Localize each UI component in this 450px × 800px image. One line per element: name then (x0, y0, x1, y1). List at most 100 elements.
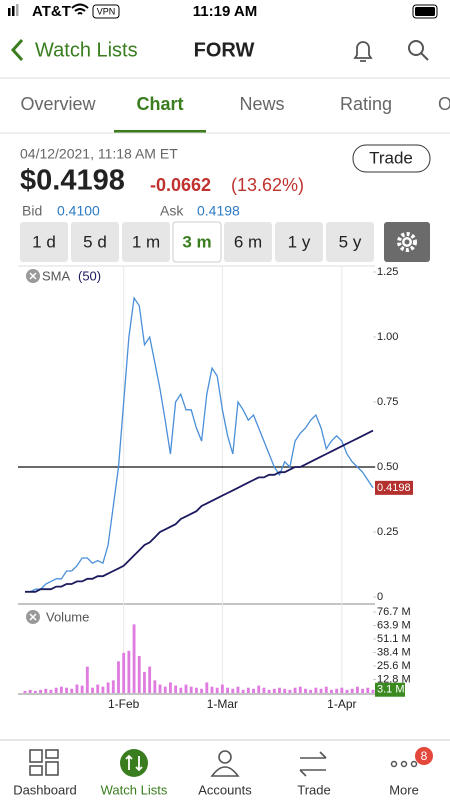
last-price-box (375, 480, 413, 495)
range-button[interactable] (326, 222, 374, 262)
range-button[interactable] (275, 222, 323, 262)
volume-bar (246, 687, 250, 693)
search-icon[interactable] (408, 40, 424, 56)
volume-bar (54, 687, 58, 693)
accounts-icon (210, 750, 240, 777)
tab[interactable]: Rating (340, 94, 392, 114)
y-tick-label: 0.25 (377, 526, 398, 538)
range-button[interactable] (172, 221, 222, 263)
y-tick-label: 0 (377, 591, 383, 603)
back-arrow[interactable] (10, 38, 24, 62)
volume-bar (194, 687, 198, 693)
signal (8, 8, 11, 16)
bottom-nav-label[interactable]: Accounts (198, 782, 252, 797)
quote-change: -0.0662 (150, 175, 211, 195)
vpn-box (92, 4, 120, 19)
range-button[interactable] (224, 222, 272, 262)
volume-bar (96, 684, 100, 693)
vpn: VPN (97, 6, 116, 16)
bid-label: Bid (22, 203, 42, 219)
y-tick-label: 1.00 (377, 331, 398, 343)
charts: 1-Feb 1-Mar 1-Apr 0 0.25 0.50 0.75 1.00 1.25 0.41… (18, 265, 413, 711)
range-button-label[interactable]: 3 m (182, 232, 211, 251)
volume-bar (226, 687, 229, 693)
bottom-nav-label[interactable]: More (389, 782, 419, 797)
bottom-nav-label[interactable]: Dashboard (13, 782, 77, 797)
volume-bar (174, 685, 178, 693)
nav-title: FORW (194, 39, 255, 61)
battery-level (415, 7, 435, 16)
range-button-label[interactable]: 1 d (32, 232, 56, 251)
range-button[interactable] (71, 222, 119, 262)
y-tick-label: 25.6 M (377, 660, 411, 672)
volume-bar (143, 671, 146, 693)
volume-bar (330, 689, 333, 693)
back-button[interactable]: Watch Lists (35, 39, 138, 61)
tab[interactable]: Chart (136, 94, 183, 114)
volume-bar (272, 688, 276, 693)
volume-bar (132, 624, 136, 693)
range-button-label[interactable]: 5 d (83, 232, 107, 251)
range-button-label[interactable]: 1 m (132, 232, 160, 251)
volume-bar (267, 689, 271, 693)
y-tick-label: 76.7 M (377, 606, 411, 618)
y-tick-label: 63.9 M (377, 619, 411, 631)
x-tick-label: 1-Apr (327, 697, 356, 711)
volume-bar (304, 688, 307, 693)
volume-bar (314, 687, 318, 693)
volume-bar (70, 688, 74, 693)
volume-bar (80, 685, 84, 693)
legend-label: SMA (42, 268, 71, 283)
volume-bar (293, 687, 297, 693)
trade-button[interactable] (352, 144, 431, 173)
quote-datetime: 04/12/2021, 11:18 AM ET (20, 146, 178, 162)
carrier: AT&T (32, 3, 71, 20)
range-button-label[interactable]: 1 y (288, 232, 311, 251)
volume-bar (153, 680, 157, 693)
badge-count: 8 (421, 749, 428, 763)
volume-bar (65, 687, 68, 693)
range-button[interactable] (20, 222, 68, 262)
volume-bar (309, 689, 313, 693)
volume-bar (117, 661, 120, 693)
volume-bar (184, 684, 188, 693)
remove-icon-x (29, 613, 37, 621)
volume-bar (189, 686, 193, 693)
volume-bar (335, 688, 339, 693)
quote-price: $0.4198 (20, 165, 125, 197)
volume-bar (210, 686, 214, 693)
volume-bar (163, 686, 167, 693)
volume-bar (122, 652, 126, 693)
remove-icon-x (29, 272, 37, 280)
time: 11:19 AM (193, 3, 257, 20)
legend-period: (50) (78, 268, 101, 283)
chart-title: Volume (46, 609, 89, 624)
volume-bar (49, 689, 53, 693)
tab[interactable]: News (239, 94, 284, 114)
trade-button-label[interactable]: Trade (369, 148, 413, 167)
volume-bar (127, 650, 131, 693)
volume-bar (231, 688, 235, 693)
volume-bar (340, 687, 344, 693)
volume-bar (28, 689, 32, 693)
bell-icon[interactable] (353, 41, 373, 62)
badge (415, 747, 433, 765)
bottom-nav-label[interactable]: Watch Lists (101, 782, 168, 797)
volume-bar (23, 690, 27, 693)
series-line (25, 296, 374, 593)
range-button[interactable] (122, 222, 170, 262)
volume-bar (39, 689, 43, 693)
volume-bar (355, 686, 359, 693)
volume-bar (33, 690, 37, 693)
volume-bar (350, 688, 354, 693)
volume-bar (200, 688, 204, 693)
range-button-label[interactable]: 5 y (339, 232, 362, 251)
tab[interactable]: Overview (20, 94, 96, 114)
volume-bar (324, 686, 328, 693)
x-tick-label: 1-Mar (207, 697, 238, 711)
y-tick-label: 0.50 (377, 461, 398, 473)
tab[interactable]: O (438, 94, 450, 114)
range-button-label[interactable]: 6 m (234, 232, 262, 251)
bottom-nav-label[interactable]: Trade (297, 782, 330, 797)
